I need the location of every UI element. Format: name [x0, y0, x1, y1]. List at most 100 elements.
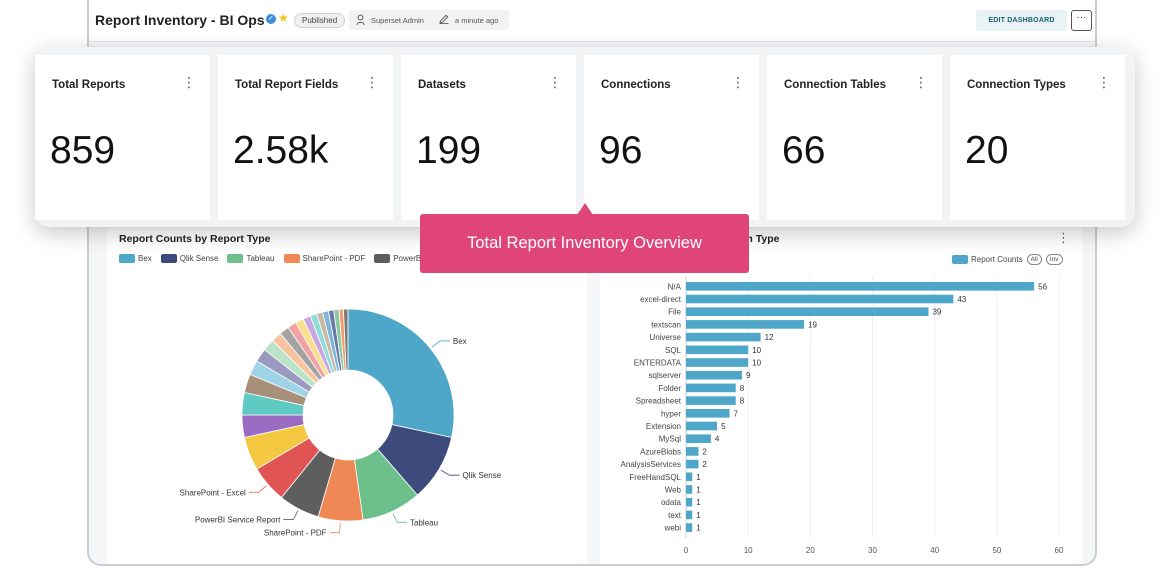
- dashboard-title: Report Inventory - BI Ops: [95, 12, 265, 28]
- connection-type-bar-panel: on Type ⋮ Report Counts All Inv 0 10 20 30 4…: [600, 228, 1082, 564]
- kpi-card-total-report-fields: Total Report Fields ⋮ 2.58k: [218, 55, 393, 220]
- x-tick-label: 20: [806, 546, 815, 555]
- kpi-label: Connection Types: [967, 79, 1066, 91]
- legend-swatch: [119, 254, 135, 263]
- bar[interactable]: [686, 434, 711, 443]
- bar[interactable]: [686, 409, 730, 418]
- bar[interactable]: [686, 510, 693, 520]
- bar-value-label: 56: [1038, 282, 1047, 291]
- bar-value-label: 2: [702, 447, 707, 456]
- bar-value-label: 4: [715, 435, 720, 444]
- bar[interactable]: [686, 485, 693, 494]
- pie-label-line: [392, 513, 408, 523]
- bar-value-label: 8: [740, 384, 745, 393]
- owner-name: Superset Admin: [371, 16, 424, 25]
- y-category-label: Spreadsheet: [636, 397, 682, 406]
- bar-value-label: 43: [957, 295, 966, 304]
- y-category-label: MySql: [659, 435, 681, 444]
- kpi-value: 199: [416, 129, 482, 172]
- bar-value-label: 7: [734, 409, 739, 418]
- bar[interactable]: [686, 421, 718, 431]
- y-category-label: Folder: [658, 384, 681, 393]
- legend-item[interactable]: Bex: [119, 254, 152, 263]
- bar[interactable]: [686, 370, 742, 380]
- legend-item[interactable]: Qlik Sense: [160, 254, 219, 263]
- y-category-label: AzureBlobs: [640, 447, 681, 456]
- y-category-label: textscan: [651, 320, 681, 329]
- bar-value-label: 8: [740, 397, 745, 406]
- panel-menu-icon[interactable]: ⋮: [1057, 230, 1070, 245]
- legend-label: Qlik Sense: [179, 254, 219, 263]
- legend-item[interactable]: Tableau: [227, 254, 275, 263]
- bar-value-label: 1: [696, 473, 701, 482]
- y-category-label: hyper: [661, 409, 681, 418]
- bar-value-label: 12: [765, 333, 774, 342]
- y-category-label: text: [668, 511, 682, 520]
- bar-value-label: 19: [808, 320, 817, 329]
- kpi-value: 66: [782, 129, 826, 172]
- kpi-label: Connections: [601, 79, 671, 91]
- bar[interactable]: [686, 447, 699, 456]
- kpi-band: Total Reports ⋮ 859 Total Report Fields …: [35, 47, 1135, 227]
- x-tick-label: 50: [992, 546, 1001, 555]
- bar[interactable]: [686, 345, 749, 355]
- legend-swatch: [283, 254, 300, 263]
- kpi-card-connection-tables: Connection Tables ⋮ 66: [767, 55, 942, 220]
- connection-type-bar-chart: 0 10 20 30 40 50 60 N/A 56 excel-direct 43 File 39 te…: [621, 276, 1064, 555]
- bar[interactable]: [686, 358, 749, 367]
- x-tick-label: 30: [868, 546, 877, 555]
- last-modified: a minute ago: [455, 16, 499, 25]
- legend-label: Bex: [138, 254, 152, 263]
- bar[interactable]: [686, 459, 699, 469]
- pie-label-line: [283, 510, 299, 520]
- kpi-menu-icon[interactable]: ⋮: [365, 74, 379, 90]
- invert-selection-pill[interactable]: Inv: [1045, 254, 1063, 265]
- kpi-menu-icon[interactable]: ⋮: [731, 74, 745, 90]
- bar[interactable]: [686, 396, 736, 405]
- bar[interactable]: [686, 332, 761, 342]
- legend-item[interactable]: SharePoint - PDF: [283, 254, 365, 263]
- favorite-star-icon[interactable]: ★: [278, 11, 289, 25]
- y-category-label: ENTERDATA: [634, 359, 682, 368]
- pie-slice-label: Bex: [453, 337, 467, 346]
- edit-dashboard-button[interactable]: EDIT DASHBOARD: [976, 10, 1067, 31]
- bar[interactable]: [686, 472, 693, 482]
- pie-slice[interactable]: [347, 308, 455, 439]
- kpi-card-total-reports: Total Reports ⋮ 859: [35, 55, 210, 220]
- bar[interactable]: [686, 497, 693, 507]
- kpi-value: 2.58k: [233, 129, 329, 172]
- bar[interactable]: [686, 307, 929, 316]
- bar-panel-title: on Type: [740, 233, 780, 245]
- pie-slice[interactable]: [343, 308, 349, 371]
- select-all-pill[interactable]: All: [1026, 254, 1042, 265]
- legend-label[interactable]: Report Counts: [971, 255, 1023, 264]
- bar-value-label: 1: [696, 524, 701, 533]
- pie-slice-label: Qlik Sense: [462, 471, 501, 480]
- bar[interactable]: [686, 523, 693, 532]
- legend-label: Tableau: [246, 254, 275, 263]
- more-options-button[interactable]: ···: [1071, 10, 1092, 31]
- bar[interactable]: [686, 320, 805, 329]
- bar-value-label: 5: [721, 422, 726, 431]
- bar-value-label: 10: [752, 359, 761, 368]
- bar-value-label: 39: [932, 308, 941, 317]
- legend-swatch: [374, 254, 391, 263]
- kpi-menu-icon[interactable]: ⋮: [182, 74, 196, 90]
- bar[interactable]: [686, 282, 1035, 291]
- bar[interactable]: [686, 383, 736, 393]
- kpi-menu-icon[interactable]: ⋮: [1097, 74, 1111, 90]
- kpi-label: Datasets: [418, 79, 466, 91]
- kpi-label: Total Reports: [52, 79, 126, 91]
- callout-arrow: [577, 203, 593, 215]
- bar[interactable]: [686, 294, 954, 304]
- kpi-menu-icon[interactable]: ⋮: [914, 74, 928, 90]
- y-category-label: odata: [661, 498, 682, 507]
- pie-label-line: [431, 340, 450, 348]
- legend-swatch: [952, 255, 968, 264]
- kpi-menu-icon[interactable]: ⋮: [548, 74, 562, 90]
- kpi-card-connection-types: Connection Types ⋮ 20: [950, 55, 1125, 220]
- status-badge[interactable]: Published: [294, 13, 346, 28]
- y-category-label: excel-direct: [640, 295, 682, 304]
- y-category-label: Universe: [649, 333, 681, 342]
